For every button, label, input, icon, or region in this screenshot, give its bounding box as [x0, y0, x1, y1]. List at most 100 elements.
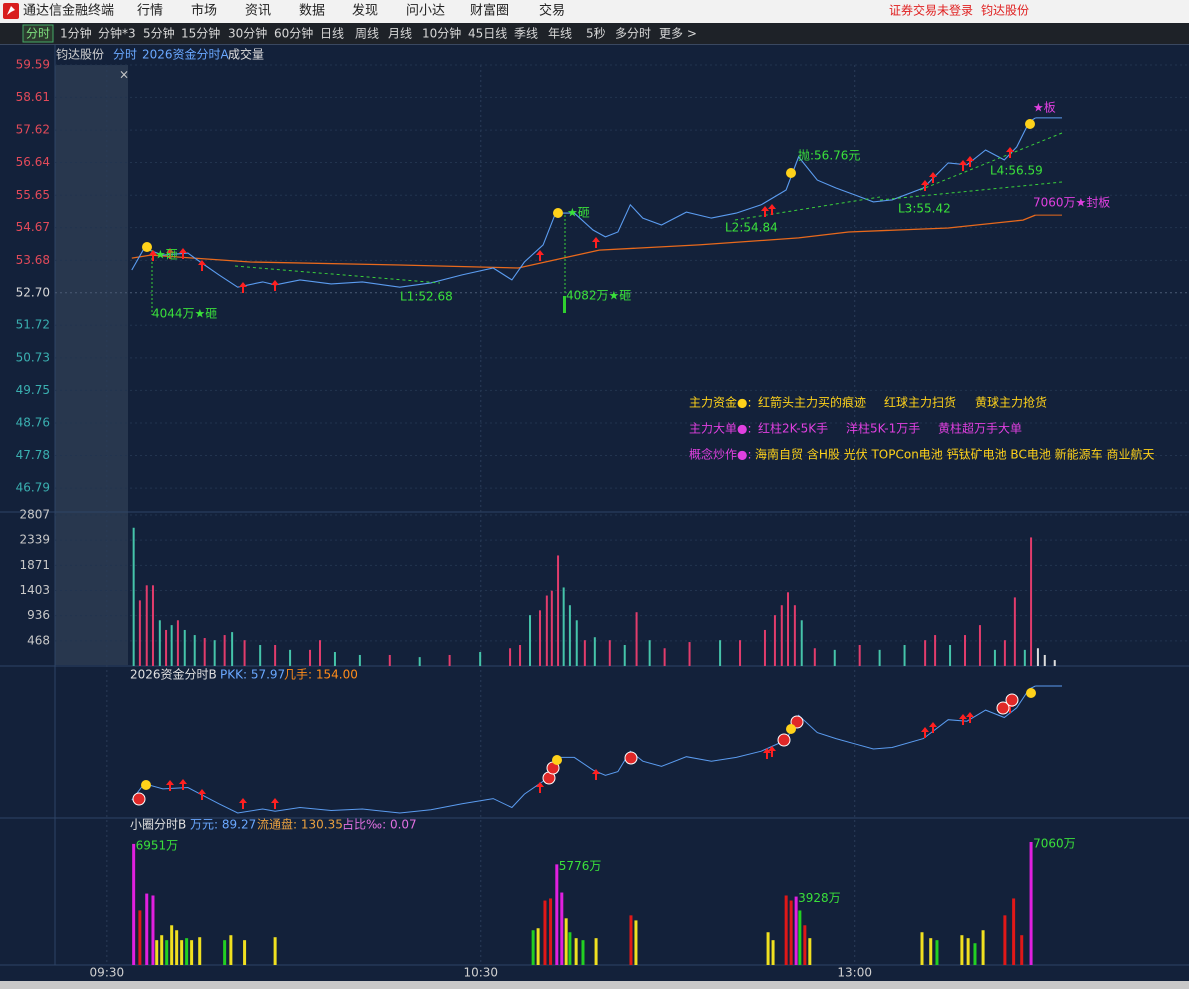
gold-dot [142, 242, 152, 252]
menu-stock: 钧达股份 [981, 4, 1029, 18]
buy-arrow [929, 172, 937, 183]
menu-item[interactable]: 发现 [352, 3, 378, 19]
volume-bar [575, 620, 578, 666]
volume-bar [858, 645, 861, 666]
menu-item[interactable]: 行情 [137, 4, 163, 19]
volume-bar [138, 600, 141, 666]
gold-dot [553, 208, 563, 218]
volume-bar [1036, 648, 1039, 666]
circle-bar [198, 937, 202, 965]
menu-item[interactable]: 交易 [539, 3, 565, 19]
volume-bar [213, 640, 216, 666]
legend-item: 红箭头主力买的痕迹 [758, 395, 866, 410]
y-tick-label: 55.65 [16, 188, 50, 202]
login-status[interactable]: 证券交易未登录 [889, 3, 973, 18]
tab[interactable]: 分时 [26, 27, 50, 41]
circle-bar [808, 938, 812, 965]
circle-bar [1003, 915, 1007, 965]
volume-bar [993, 649, 996, 666]
x-tick-label: 10:30 [463, 966, 498, 980]
circle-bar [973, 943, 977, 965]
volume-bar [903, 645, 906, 666]
annotation: L4:56.59 [990, 164, 1043, 178]
buy-arrow [198, 260, 206, 271]
menu-item[interactable]: 资讯 [245, 4, 271, 19]
buy-arrow [966, 712, 974, 723]
header-item[interactable]: 2026资金分时A [142, 47, 230, 62]
tab[interactable]: 周线 [355, 27, 379, 41]
tab[interactable]: 15分钟 [181, 26, 220, 41]
annotation: L3:55.42 [898, 202, 951, 216]
circle-bar [549, 898, 553, 965]
circle-bar [766, 932, 770, 965]
tab-active-bg [22, 24, 54, 43]
buy-arrow [239, 282, 247, 293]
circle-bar [966, 938, 970, 965]
drop-bar [563, 296, 566, 313]
logo-mark [7, 6, 15, 15]
menu-item[interactable]: 市场 [191, 3, 217, 19]
red-ball [624, 751, 638, 765]
close-button[interactable]: × [119, 68, 129, 82]
tab[interactable]: 10分钟 [422, 26, 461, 41]
tab[interactable]: 60分钟 [274, 26, 313, 41]
volume-bar [562, 587, 565, 666]
circle-bar [138, 910, 142, 965]
annotation: ★砸 [155, 248, 178, 262]
value-label: 7060万 [1033, 837, 1076, 851]
support-line [879, 181, 1063, 201]
menu-item[interactable]: 问小达 [406, 4, 445, 19]
circle-bar [273, 937, 277, 965]
volume-bar [259, 645, 262, 666]
legend-item: 黄球主力抢货 [975, 395, 1047, 410]
header-item[interactable]: 分时 [113, 48, 137, 62]
legend-item: 洋柱5K-1万手 [846, 421, 920, 436]
circle-bar [784, 895, 788, 965]
volume-bar [608, 640, 611, 666]
volume-bar [289, 649, 292, 666]
circle-bar [536, 928, 540, 965]
tab[interactable]: 45日线 [468, 27, 507, 41]
header-item[interactable]: 成交量 [228, 47, 264, 62]
circle-item: 万元: 89.27 [190, 818, 256, 832]
annotation: 7060万★封板 [1033, 196, 1110, 210]
menu-item[interactable]: 财富圈 [470, 3, 509, 19]
tab[interactable]: 月线 [388, 27, 412, 41]
volume-bar [333, 652, 336, 666]
circle-bar [155, 940, 159, 965]
annotation: 抛:56.76元 [798, 148, 860, 163]
volume-bar [1043, 654, 1046, 666]
volume-bar [151, 585, 154, 666]
volume-bar [1013, 597, 1016, 666]
tab[interactable]: 多分时 [615, 27, 651, 41]
legend-label: 主力大单●: [689, 422, 752, 436]
buy-arrow [592, 237, 600, 248]
annotation: ★砸 [567, 206, 590, 220]
tab[interactable]: 分钟*3 [98, 26, 136, 41]
tab[interactable]: 年线 [548, 27, 572, 41]
menu-item[interactable]: 数据 [299, 4, 325, 19]
price-line [131, 117, 1036, 288]
volume-bar [663, 648, 666, 666]
tab[interactable]: 1分钟 [60, 26, 92, 41]
volume-bar [176, 620, 179, 666]
y-tick-label: 51.72 [16, 318, 50, 332]
buy-arrow [1006, 147, 1014, 158]
volume-bar [170, 625, 173, 666]
tab[interactable]: 5秒 [586, 27, 606, 41]
volume-bar [183, 629, 186, 666]
annotation: L1:52.68 [400, 290, 453, 304]
volume-bar [793, 605, 796, 666]
indicator-item: PKK: 57.97 [220, 668, 285, 682]
tab[interactable]: 季线 [514, 27, 538, 41]
divider [0, 44, 1189, 45]
volume-bar [949, 645, 952, 666]
tab[interactable]: 更多 > [659, 27, 697, 41]
tab[interactable]: 5分钟 [143, 26, 175, 41]
circle-bar [771, 940, 775, 965]
gold-dot [786, 168, 796, 178]
tab[interactable]: 30分钟 [228, 26, 267, 41]
y-tick-label: 56.64 [16, 155, 50, 169]
tab[interactable]: 日线 [320, 27, 344, 41]
indicator-item: 几手: 154.00 [284, 668, 358, 682]
